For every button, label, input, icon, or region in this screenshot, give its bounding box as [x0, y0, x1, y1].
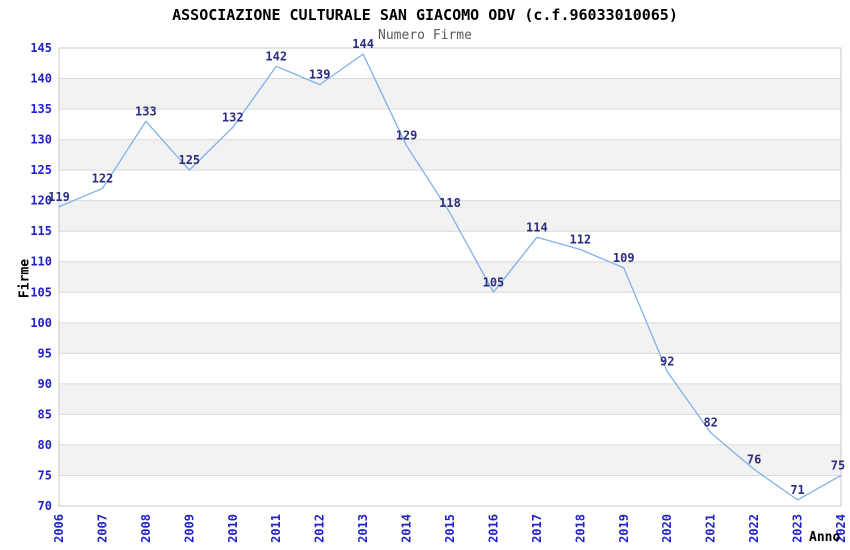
grid-band — [59, 322, 841, 354]
data-point-label: 132 — [222, 110, 244, 124]
data-point-label: 129 — [396, 129, 418, 143]
y-tick-label: 135 — [30, 102, 52, 116]
y-tick-label: 145 — [30, 41, 52, 55]
y-tick-label: 125 — [30, 163, 52, 177]
data-point-label: 82 — [703, 416, 717, 430]
series-line — [58, 53, 842, 501]
grid-band — [59, 444, 841, 476]
x-tick-label: 2023 — [791, 514, 805, 543]
x-tick-label: 2012 — [313, 514, 327, 543]
y-tick-label: 130 — [30, 133, 52, 147]
grid-band — [59, 78, 841, 110]
data-point-label: 112 — [569, 233, 591, 247]
grid-band — [59, 261, 841, 293]
data-point-label: 125 — [178, 153, 200, 167]
y-tick-label: 115 — [30, 224, 52, 238]
data-point-label: 119 — [48, 190, 70, 204]
x-tick-label: 2016 — [486, 514, 500, 543]
data-point-label: 109 — [613, 251, 635, 265]
x-tick-label: 2022 — [747, 514, 761, 543]
x-tick-label: 2024 — [834, 514, 848, 543]
data-point-label: 114 — [526, 220, 548, 234]
y-tick-label: 140 — [30, 72, 52, 86]
y-tick-label: 85 — [38, 407, 52, 421]
x-tick-label: 2010 — [226, 514, 240, 543]
y-tick-label: 100 — [30, 316, 52, 330]
x-tick-label: 2020 — [660, 514, 674, 543]
x-tick-label: 2014 — [400, 514, 414, 543]
data-point-label: 122 — [92, 171, 114, 185]
x-axis-title: Anno — [809, 530, 841, 545]
y-tick-label: 80 — [38, 438, 52, 452]
x-tick-label: 2013 — [356, 514, 370, 543]
x-tick-label: 2011 — [269, 514, 283, 543]
y-tick-label: 70 — [38, 499, 52, 513]
grid-band — [59, 383, 841, 415]
x-tick-label: 2017 — [530, 514, 544, 543]
grid-band — [59, 139, 841, 171]
y-tick-label: 105 — [30, 285, 52, 299]
x-tick-label: 2019 — [617, 514, 631, 543]
data-point-label: 142 — [265, 49, 287, 63]
x-tick-label: 2009 — [182, 514, 196, 543]
x-tick-label: 2018 — [573, 514, 587, 543]
data-point-label: 76 — [747, 452, 761, 466]
data-point-label: 118 — [439, 196, 461, 210]
y-tick-label: 110 — [30, 255, 52, 269]
plot-border — [58, 47, 842, 507]
data-point-label: 71 — [790, 483, 804, 497]
grid-band — [59, 200, 841, 232]
data-point-label: 92 — [660, 355, 674, 369]
data-point-label: 144 — [352, 37, 374, 51]
x-tick-label: 2015 — [443, 514, 457, 543]
data-point-label: 139 — [309, 68, 331, 82]
data-point-label: 105 — [483, 275, 505, 289]
y-tick-label: 120 — [30, 194, 52, 208]
data-point-label: 133 — [135, 104, 157, 118]
y-tick-label: 95 — [38, 346, 52, 360]
y-axis-title: Firme — [17, 258, 33, 299]
x-tick-label: 2006 — [52, 514, 66, 543]
chart-title: ASSOCIAZIONE CULTURALE SAN GIACOMO ODV (… — [172, 6, 678, 24]
y-tick-label: 75 — [38, 468, 52, 482]
x-tick-label: 2021 — [704, 514, 718, 543]
y-tick-label: 90 — [38, 377, 52, 391]
data-point-label: 75 — [831, 458, 845, 472]
x-tick-label: 2007 — [95, 514, 109, 543]
x-tick-label: 2008 — [139, 514, 153, 543]
chart-subtitle: Numero Firme — [378, 28, 472, 43]
